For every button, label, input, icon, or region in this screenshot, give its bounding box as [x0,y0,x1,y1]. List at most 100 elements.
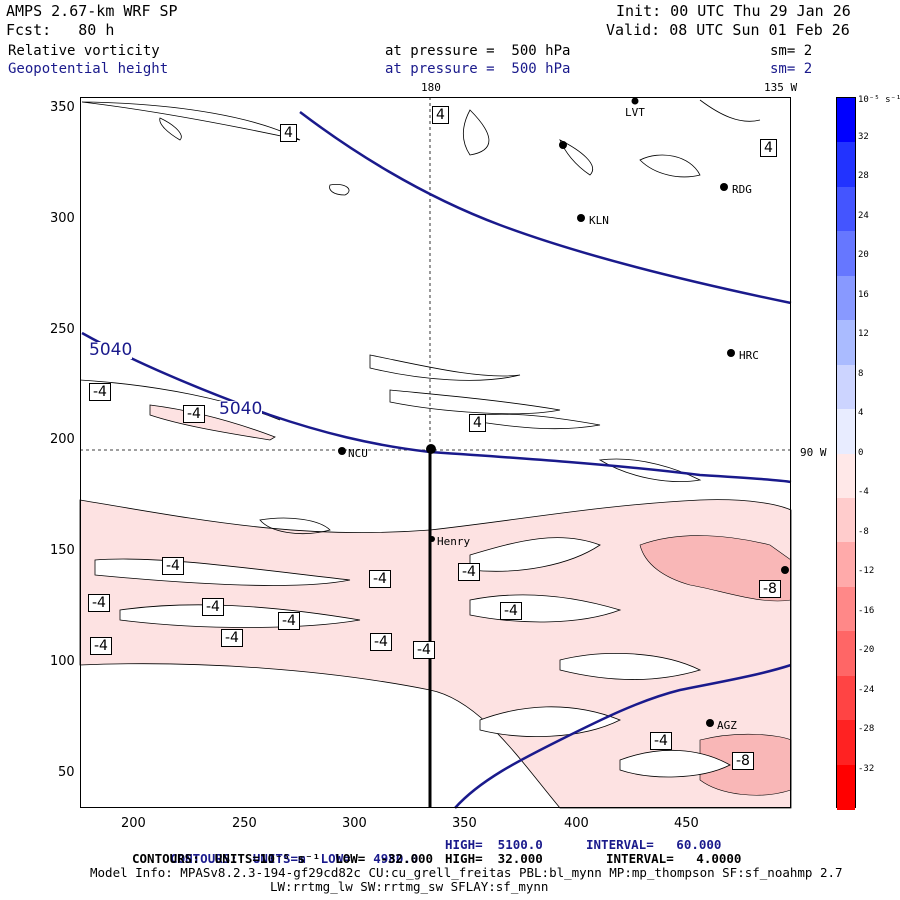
vorticity-label: -4 [278,612,300,630]
vorticity-label: -4 [202,598,224,616]
x-tick: 350 [452,816,477,831]
vorticity-label: 4 [432,106,449,124]
colorbar-segment [837,98,855,143]
vorticity-label: -4 [183,405,205,423]
y-tick: 50 [58,765,75,780]
colorbar-label: -32 [858,763,875,774]
vorticity-label: 4 [469,414,486,432]
colorbar-label: 16 [858,289,869,300]
station-label-agz: AGZ [717,719,737,732]
x-tick: 450 [674,816,699,831]
vorticity-label: -8 [759,580,781,598]
colorbar-segment [837,631,855,677]
x-tick: 300 [342,816,367,831]
colorbar-segment [837,542,855,588]
colorbar-segment [837,586,855,632]
vorticity-label: -4 [413,641,435,659]
colorbar [836,97,856,810]
colorbar-segment [837,142,855,188]
model-info-physics: LW:rrtmg_lw SW:rrtmg_sw SFLAY:sf_mynn [270,879,549,894]
station-label-rdg: RDG [732,183,752,196]
height-contour-info: CONTOURS: UNITS=m LOW= 4980.0 [155,838,418,866]
colorbar-segment [837,764,855,810]
x-tick: 250 [232,816,257,831]
valid-time: Valid: 08 UTC Sun 01 Feb 26 [606,21,850,39]
x-tick: 200 [121,816,146,831]
vorticity-label: -8 [732,752,754,770]
vorticity-label: -4 [370,633,392,651]
vorticity-label: -4 [369,570,391,588]
height-label: 5040 [219,399,263,419]
colorbar-segment [837,720,855,766]
station-markers [338,97,789,727]
field1-name: Relative vorticity [8,43,160,59]
colorbar-segment [837,320,855,366]
colorbar-label: 32 [858,131,869,142]
field1-smoothing: sm= 2 [770,43,813,59]
init-time: Init: 00 UTC Thu 29 Jan 26 [616,2,851,20]
y-tick: 150 [50,543,75,558]
station-label-ncu: NCU [348,447,368,460]
vorticity-label: -4 [500,602,522,620]
vorticity-label: -4 [162,557,184,575]
y-tick: 200 [50,432,75,447]
y-tick: 250 [50,322,75,337]
colorbar-units: 10⁻⁵ s⁻¹ [858,95,900,105]
lat-90w-label: 90 W [800,446,827,459]
field2-smoothing: sm= 2 [770,61,813,77]
colorbar-label: 8 [858,368,864,379]
vorticity-label: 4 [280,124,297,142]
colorbar-label: -16 [858,605,875,616]
colorbar-segment [837,675,855,721]
field1-level: at pressure = 500 hPa [385,43,571,59]
colorbar-segment [837,409,855,454]
colorbar-label: 4 [858,408,864,418]
vorticity-label: -4 [650,732,672,750]
positive-vorticity-contours [79,99,761,535]
field2-name: Geopotential height [8,61,169,77]
vorticity-contour-high: HIGH= 32.000 [445,851,543,866]
colorbar-segment [837,275,855,321]
station-label-lvt: LVT [625,106,645,119]
vorticity-label: -4 [89,383,111,401]
colorbar-label: -20 [858,645,875,655]
colorbar-segment [837,364,855,410]
colorbar-label: -24 [858,684,875,695]
station-label-kln: KLN [589,214,609,227]
lon-135w-label: 135 W [764,81,798,94]
vorticity-label: -4 [88,594,110,612]
height-contour-interval: INTERVAL= 60.000 [586,837,722,852]
vorticity-label: 4 [760,139,777,157]
field2-level: at pressure = 500 hPa [385,61,571,77]
lon-180-label: 180 [421,81,441,94]
height-contour-high: HIGH= 5100.0 [445,837,543,852]
colorbar-label: 28 [858,171,869,181]
y-tick: 300 [50,211,75,226]
height-label: 5040 [89,340,133,360]
colorbar-label: -8 [858,526,869,537]
station-label-henry: Henry [437,535,471,548]
vorticity-label: -4 [221,629,243,647]
colorbar-segment [837,231,855,277]
station-label-hrc: HRC [739,349,759,362]
plot-frame [80,97,791,808]
colorbar-label: 20 [858,250,869,260]
colorbar-segment [837,497,855,543]
colorbar-label: 0 [858,447,864,458]
vorticity-label: -4 [458,563,480,581]
colorbar-segment [837,186,855,232]
forecast-hour: Fcst: 80 h [6,21,115,39]
vorticity-contour-lines [94,537,731,778]
colorbar-label: -12 [858,566,875,576]
vorticity-contour-info: CONTOURS: UNITS=10⁻⁵ s⁻¹ LOW= -32.000 [132,851,434,866]
colorbar-label: -28 [858,724,875,734]
vorticity-label: -4 [90,637,112,655]
model-title: AMPS 2.67-km WRF SP [6,2,178,20]
colorbar-segment [837,453,855,499]
colorbar-label: 24 [858,210,869,221]
colorbar-label: 12 [858,329,869,339]
vorticity-contour-interval: INTERVAL= 4.0000 [606,851,742,866]
model-info: Model Info: MPASv8.2.3-194-gf29cd82c CU:… [90,865,843,880]
height-contour-units: CONTOURS: UNITS=m LOW= 4980.0 [170,851,419,866]
